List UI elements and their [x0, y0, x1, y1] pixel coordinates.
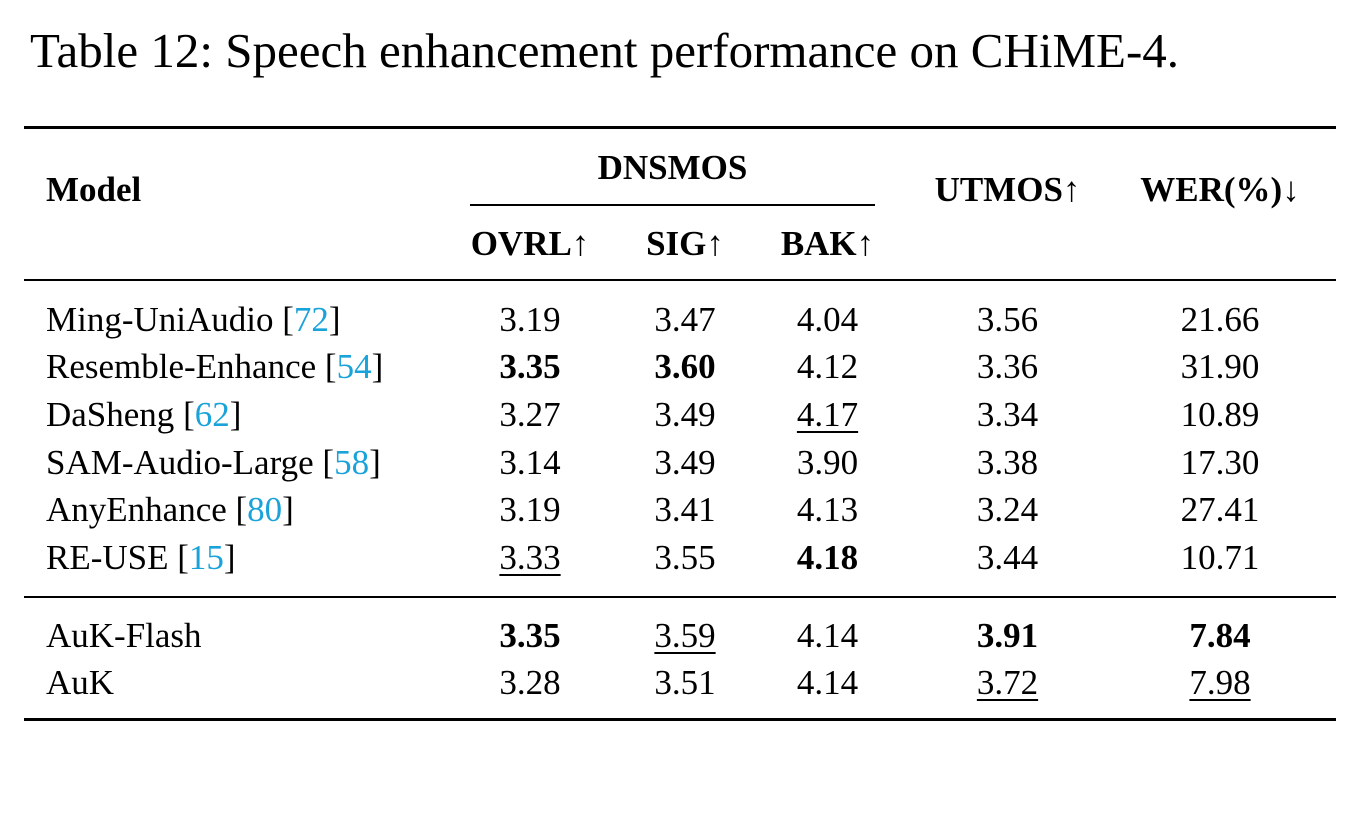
cell-utmos: 3.91: [976, 616, 1039, 655]
header-model: Model: [46, 170, 142, 209]
citation-link[interactable]: 62: [194, 395, 230, 434]
cell-bak: 4.14: [796, 616, 859, 655]
cell-bak: 4.17: [796, 395, 859, 434]
cell-ovrl: 3.28: [499, 663, 561, 702]
cell-sig: 3.55: [654, 538, 716, 577]
cell-wer: 17.30: [1180, 443, 1260, 482]
citation-link[interactable]: 72: [293, 300, 329, 339]
cell-wer: 27.41: [1180, 490, 1260, 529]
cell-utmos: 3.34: [976, 395, 1039, 434]
cell-ovrl: 3.14: [499, 443, 561, 482]
cell-bak: 4.12: [796, 347, 859, 386]
cell-sig: 3.49: [654, 395, 716, 434]
cell-bak: 4.04: [796, 300, 859, 339]
model-name: AnyEnhance: [46, 490, 227, 529]
cell-utmos: 3.24: [976, 490, 1039, 529]
table-caption: Table 12: Speech enhancement performance…: [30, 23, 1180, 78]
dnsmos-group-rule: [470, 204, 875, 206]
cell-sig: 3.49: [654, 443, 716, 482]
citation-link[interactable]: 80: [247, 490, 283, 529]
cell-wer: 10.71: [1180, 538, 1260, 577]
header-sig: SIG↑: [646, 224, 724, 263]
citation-link[interactable]: 58: [334, 443, 370, 482]
header-dnsmos: DNSMOS: [597, 148, 748, 187]
model-name: SAM-Audio-Large: [46, 443, 314, 482]
group-separator-rule: [24, 596, 1336, 598]
cell-ovrl: 3.35: [499, 347, 561, 386]
model-name: DaSheng: [46, 395, 175, 434]
cell-sig: 3.60: [654, 347, 716, 386]
header-ovrl: OVRL↑: [470, 224, 590, 263]
cell-sig: 3.51: [654, 663, 716, 702]
cell-sig: 3.41: [654, 490, 716, 529]
citation-link[interactable]: 15: [188, 538, 224, 577]
cell-wer: 10.89: [1180, 395, 1260, 434]
header-wer: WER(%)↓: [1140, 170, 1300, 209]
table-row-model: SAM-Audio-Large [58]: [46, 443, 381, 482]
cell-utmos: 3.36: [976, 347, 1039, 386]
cell-bak: 4.13: [796, 490, 859, 529]
cell-utmos: 3.56: [976, 300, 1039, 339]
cell-ovrl: 3.19: [499, 300, 561, 339]
table-row-model: DaSheng [62]: [46, 395, 242, 434]
cell-ovrl: 3.35: [499, 616, 561, 655]
cell-wer: 31.90: [1180, 347, 1260, 386]
cell-bak: 4.18: [796, 538, 859, 577]
model-name: Resemble-Enhance: [46, 347, 317, 386]
cell-bak: 3.90: [796, 443, 859, 482]
table-row-model: Ming-UniAudio [72]: [46, 300, 341, 339]
cell-wer: 7.84: [1189, 616, 1251, 655]
table-row-model: AnyEnhance [80]: [46, 490, 294, 529]
top-rule: [24, 126, 1336, 129]
header-rule: [24, 279, 1336, 281]
header-bak: BAK↑: [780, 224, 875, 263]
cell-sig: 3.47: [654, 300, 716, 339]
citation-link[interactable]: 54: [336, 347, 372, 386]
cell-bak: 4.14: [796, 663, 859, 702]
table-row-model: Resemble-Enhance [54]: [46, 347, 384, 386]
table-row-model: AuK-Flash: [46, 614, 202, 658]
table-row-model: RE-USE [15]: [46, 538, 236, 577]
cell-utmos: 3.72: [976, 663, 1039, 702]
cell-ovrl: 3.33: [499, 538, 561, 577]
model-name: RE-USE: [46, 538, 169, 577]
cell-utmos: 3.44: [976, 538, 1039, 577]
cell-wer: 21.66: [1180, 300, 1260, 339]
bottom-rule: [24, 718, 1336, 721]
header-utmos: UTMOS↑: [934, 170, 1081, 209]
cell-ovrl: 3.27: [499, 395, 561, 434]
model-name: AuK: [46, 663, 115, 702]
cell-utmos: 3.38: [976, 443, 1039, 482]
cell-ovrl: 3.19: [499, 490, 561, 529]
table-row-model: AuK: [46, 661, 114, 705]
model-name: Ming-UniAudio: [46, 300, 274, 339]
model-name: AuK-Flash: [46, 616, 202, 655]
cell-sig: 3.59: [654, 616, 716, 655]
cell-wer: 7.98: [1189, 663, 1251, 702]
